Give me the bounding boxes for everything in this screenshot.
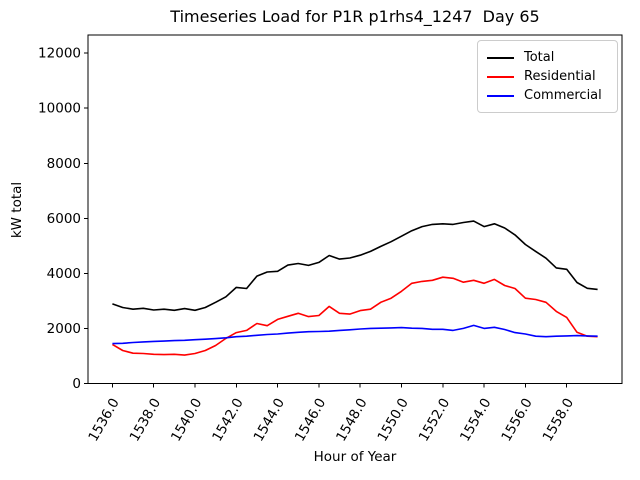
legend-label-commercial: Commercial [524, 88, 602, 103]
legend: Total Residential Commercial [477, 40, 618, 113]
legend-entry-total: Total [487, 48, 608, 67]
chart-title: Timeseries Load for P1R p1rhs4_1247 Day … [170, 7, 540, 26]
legend-label-residential: Residential [524, 69, 596, 84]
legend-label-total: Total [524, 50, 555, 65]
legend-entry-commercial: Commercial [487, 86, 608, 105]
y-tick-label: 12000 [38, 46, 81, 62]
x-tick-label: 1550.0 [374, 396, 411, 445]
residential-line [111, 276, 598, 356]
x-tick-label: 1558.0 [540, 396, 577, 445]
x-tick-label: 1554.0 [457, 395, 494, 444]
x-tick-label: 1544.0 [251, 396, 288, 445]
x-tick-label: 1542.0 [209, 396, 246, 445]
x-tick-label: 1556.0 [498, 396, 535, 445]
legend-entry-residential: Residential [487, 67, 608, 86]
x-tick-label: 1548.0 [333, 396, 370, 445]
total-line-swatch [487, 56, 514, 59]
x-tick-label: 1536.0 [85, 396, 122, 445]
residential-line-swatch [487, 75, 514, 78]
x-tick-label: 1546.0 [292, 396, 329, 445]
x-tick-label: 1552.0 [416, 396, 453, 445]
y-tick-label: 0 [72, 376, 81, 392]
commercial-line [112, 324, 598, 345]
total-line [112, 220, 598, 312]
x-tick-label: 1540.0 [168, 396, 205, 445]
axes-spines [87, 34, 623, 384]
x-tick-label: 1538.0 [127, 396, 164, 445]
x-axis-label: Hour of Year [313, 449, 397, 465]
y-tick-label: 10000 [38, 101, 81, 117]
y-tick-label: 8000 [47, 156, 81, 172]
y-tick-label: 4000 [47, 266, 81, 282]
commercial-line-swatch [487, 94, 514, 97]
y-axis-label: kW total [9, 181, 25, 239]
y-tick-label: 6000 [47, 211, 81, 227]
y-tick-label: 2000 [47, 321, 81, 337]
